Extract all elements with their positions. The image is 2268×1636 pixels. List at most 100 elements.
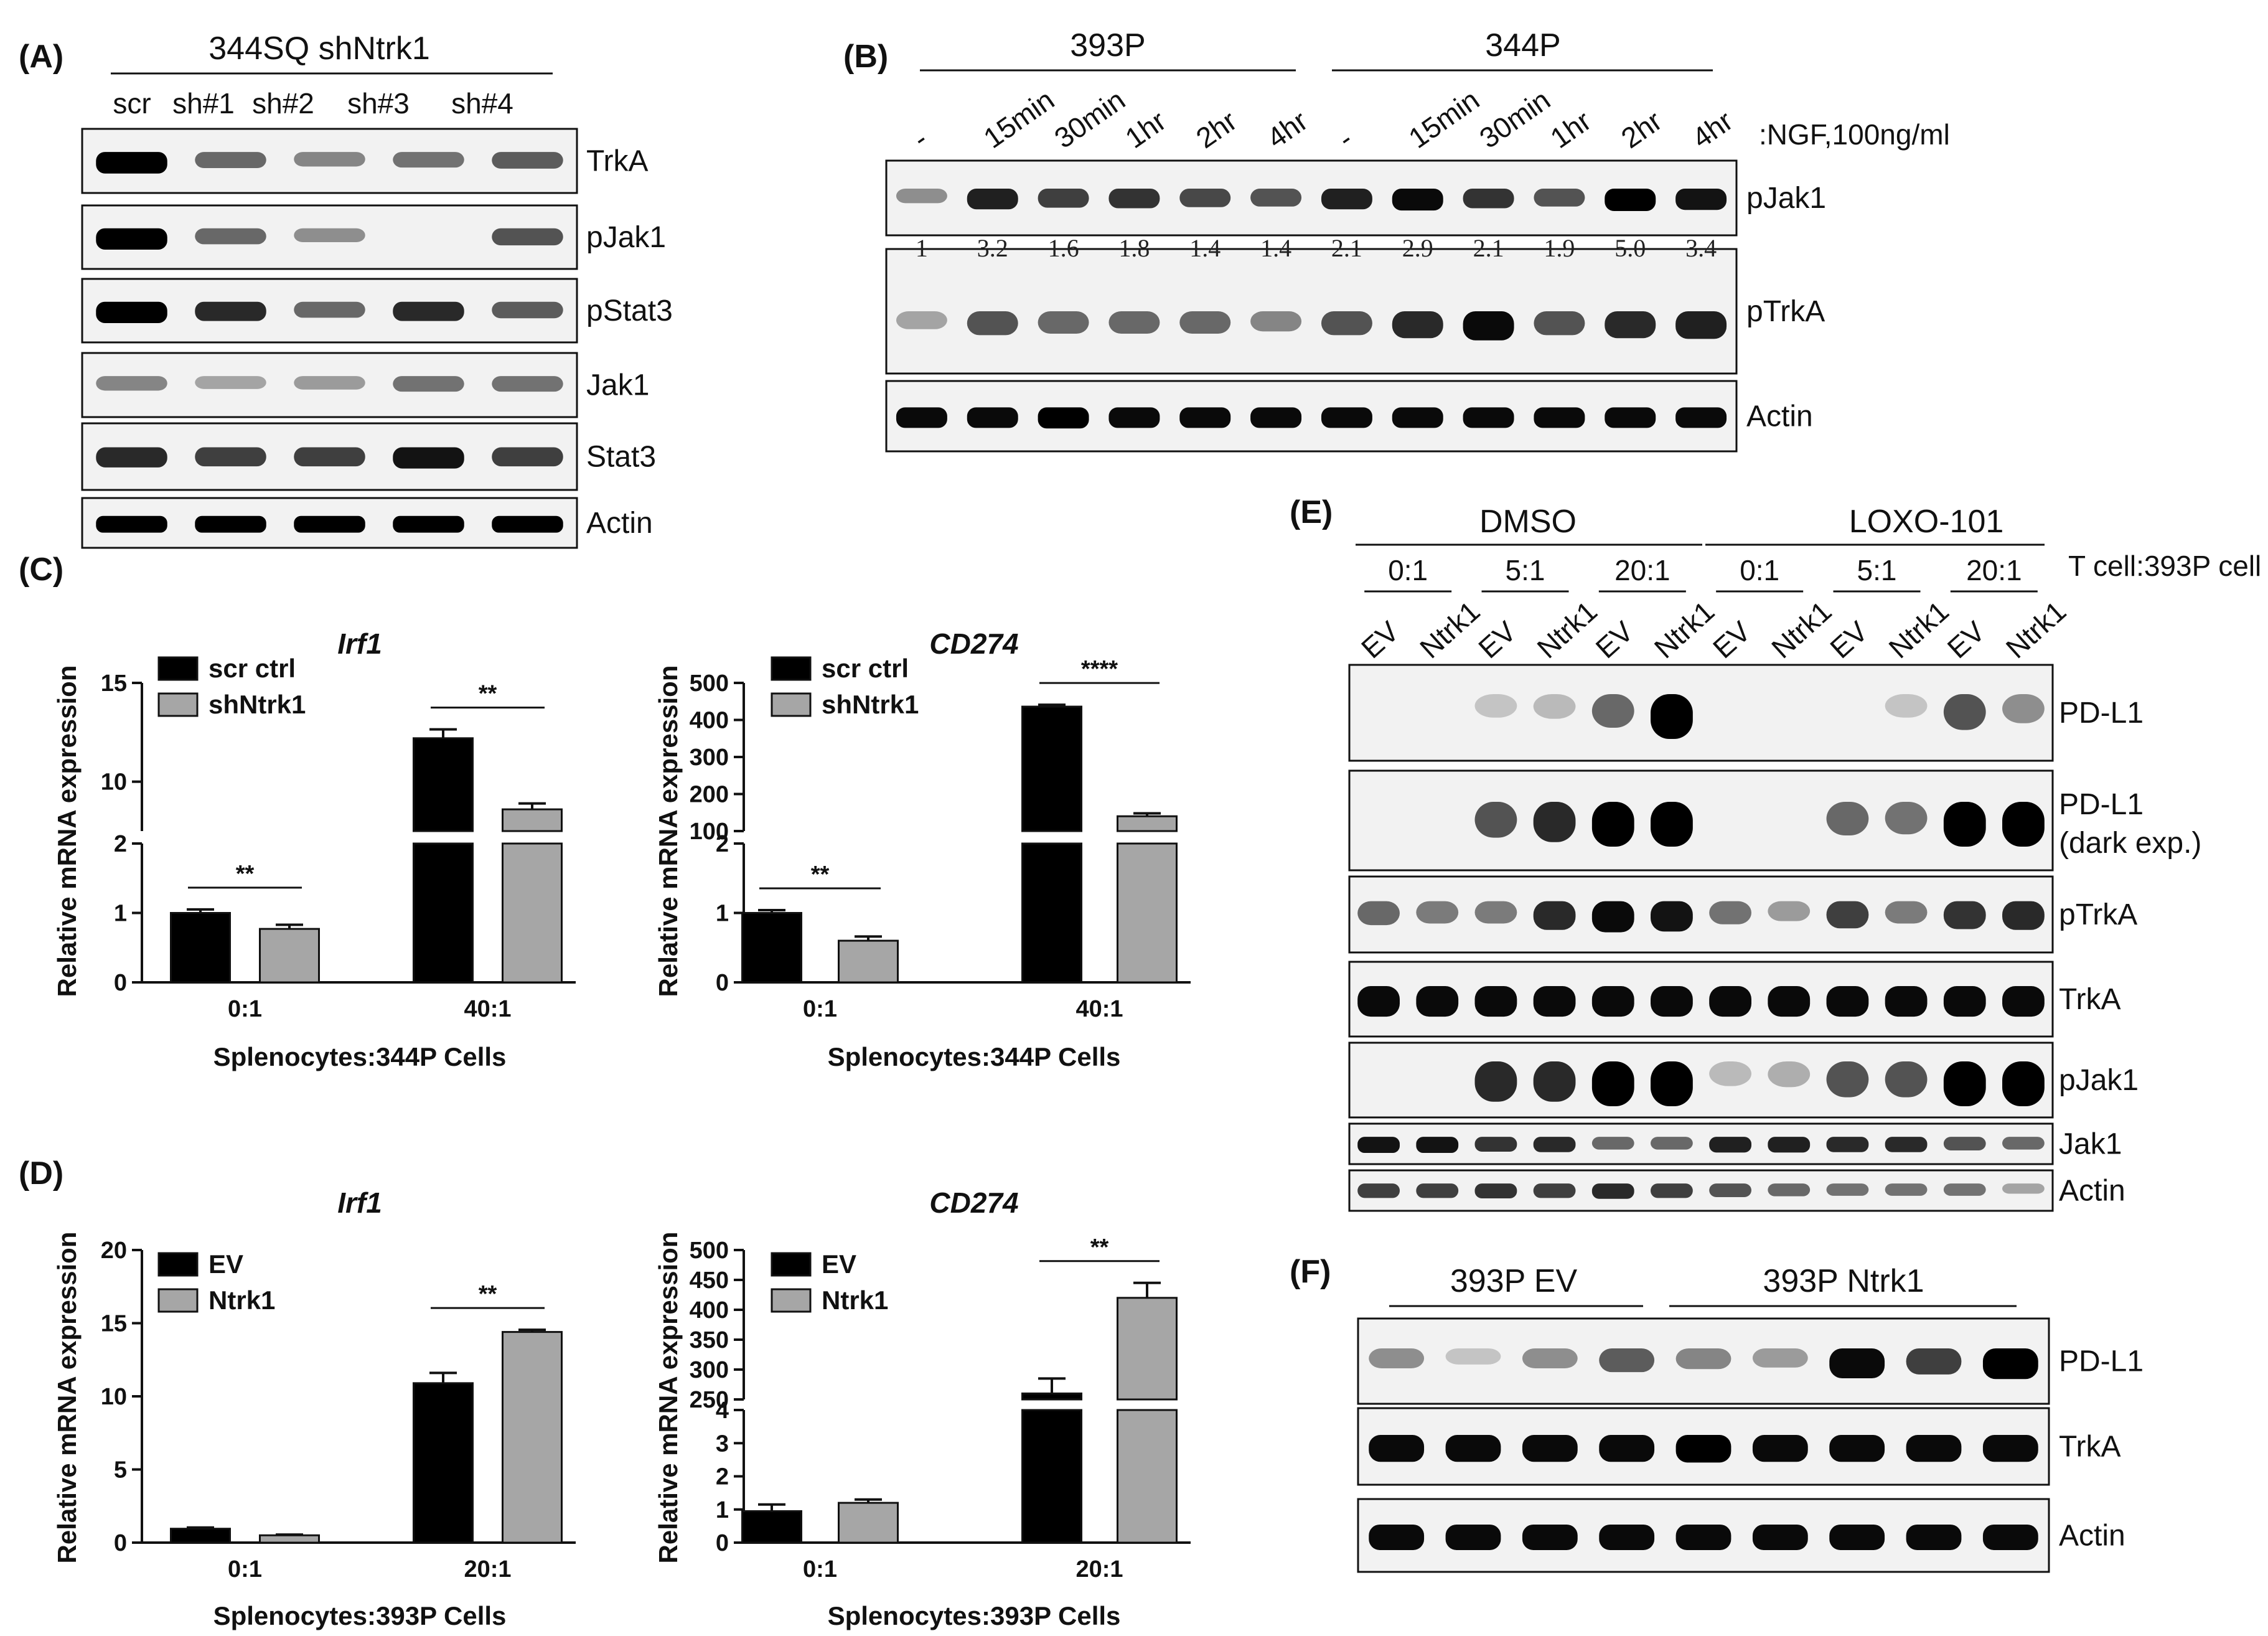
panel-f-group-ev: 393P EV [1450,1263,1578,1299]
panel-b-quant-value: 1.4 [1189,234,1221,262]
chart-c-cd274-tick-label: 2 [716,831,729,857]
panel-e-group-loxo: LOXO-101 [1849,504,2004,540]
chart-c-cd274-tick-label: 100 [690,819,729,845]
chart-d-irf1-significance-label: ** [479,1281,497,1307]
chart-d-cd274-bar-ev-upper [1021,1392,1082,1401]
panel-e-blot-trka-band [2002,986,2045,1017]
panel-b-quant-value: 2.1 [1331,234,1362,262]
panel-f-blot-trka-band [1982,1435,2038,1462]
chart-c-irf1-legend-swatch-scr-ctrl [157,656,199,681]
panel-e-ratio-caption: T cell:393P cell [2068,550,2261,582]
panel-a-blot-actin-band [492,515,563,533]
panel-a-blot-label-pstat3: pStat3 [586,294,673,327]
panel-b-blot-pjak1-band [1179,189,1231,207]
panel-b-blot-pjak1-band [1392,189,1443,211]
panel-e-blot-actin-band [1885,1183,1928,1196]
panel-e-blot-ptrka-band [1943,901,1986,929]
chart-d-irf1-category-label: 20:1 [464,1556,511,1582]
panel-e-blot-pjak1-band [1591,1061,1634,1106]
panel-b-blot-label-actin: Actin [1746,400,1813,433]
panel-e-blot-trka-band [1943,986,1986,1017]
panel-f: (F) 393P EV 393P Ntrk1 PD-L1 TrkA Actin [1290,1254,2144,1573]
chart-d-irf1: Irf1 Relative mRNA expression Splenocytes:… [52,1187,576,1630]
panel-e-blot-actin-band [1768,1183,1811,1196]
panel-a-blot-jak1-band [96,376,167,391]
panel-b-blot-label-pjak1: pJak1 [1746,182,1826,215]
panel-f-blot-actin-band [1906,1524,1962,1551]
chart-d-irf1-legend-label-ev: EV [209,1249,243,1279]
chart-c-irf1-title: Irf1 [337,628,382,660]
panel-e-blot-pd-l1-band [1474,694,1517,718]
panel-e-blot-ptrka-membrane [1348,875,2054,954]
panel-f-blot-pd-l1-band [1982,1348,2038,1380]
chart-c-cd274-bar-scr-ctrl [741,912,802,984]
panel-a-lane-sh-4: sh#4 [451,87,513,120]
panel-a-blot-trka-band [492,152,563,169]
panel-b-quant-value: 1 [916,234,928,262]
panel-e-blot-label-dark-exp: (dark exp.) [2059,827,2201,860]
chart-c-cd274-significance-label: **** [1081,656,1118,682]
panel-e-blot-pjak1-band [2002,1061,2045,1106]
panel-e-blot-pd-l1-dark-exp-band [1591,802,1634,847]
panel-a-blot-actin-band [393,515,464,533]
panel-b-blot-pjak1-band [1038,189,1089,208]
panel-e-blot-pd-l1-band [1651,694,1693,739]
panel-a-blot-trka-band [393,152,464,168]
panel-f-blot-trka-band [1906,1435,1962,1462]
panel-f-blot-pd-l1-band [1675,1348,1731,1370]
chart-d-irf1-tick-label: 0 [114,1530,127,1556]
panel-e-blot-ptrka-band [1651,901,1693,932]
panel-f-blots: PD-L1 TrkA Actin [1357,1317,2144,1573]
panel-e-blot-label-jak1: Jak1 [2059,1128,2122,1161]
panel-a-lane-scr: scr [113,87,151,120]
panel-b-blot-ptrka-band [967,311,1018,336]
chart-c-irf1-bar-scr-ctrl-upper [413,737,474,832]
chart-c-cd274-xlabel: Splenocytes:344P Cells [828,1042,1121,1071]
chart-d-cd274-legend-swatch-ev [771,1252,812,1277]
panel-a-blot-actin-band [195,515,266,533]
chart-c-irf1-tick-label: 1 [114,901,127,927]
chart-d-cd274-ylabel: Relative mRNA expression [654,1232,683,1564]
panel-f-group-ntrk1: 393P Ntrk1 [1763,1263,1924,1299]
panel-e-blot-pjak1-band [1651,1061,1693,1106]
panel-f-blot-trka-band [1752,1435,1808,1462]
panel-f-blot-trka-band [1369,1435,1425,1462]
chart-c-cd274-bar-shntrk1 [838,939,899,984]
chart-d-cd274-legend-swatch-ntrk1 [771,1288,812,1313]
chart-d-cd274-bar-ntrk1-upper [1117,1297,1178,1401]
panel-a-blot-jak1-band [294,376,365,390]
chart-d-cd274-bar-ev [741,1510,802,1544]
panel-e-ratio-labels: 0:1 5:1 20:1 0:1 5:1 20:1 [1364,554,2038,593]
panel-e: (E) DMSO LOXO-101 0:1 5:1 20:1 0:1 5:1 20:1 T… [1290,494,2261,1212]
panel-e-blot-pd-l1-band [1943,694,1986,730]
panel-e-blot-trka-band [1357,986,1400,1017]
panel-b-blot-actin-band [1250,407,1302,428]
panel-e-blots: PD-L1 PD-L1 (dark exp.) pTrkA TrkA pJak1 Jak1 A… [1348,664,2201,1212]
panel-a-blot-pstat3-band [195,301,266,321]
panel-b-blot-pjak1-band [1605,189,1656,211]
panel-d-label: (D) [19,1155,63,1192]
chart-c-irf1-tick-label: 15 [101,670,127,697]
panel-b-quant-value: 1.4 [1260,234,1291,262]
panel-b-blot-actin-band [1605,407,1656,428]
panel-f-blot-actin-band [1752,1524,1808,1551]
panel-b-blot-actin-band [1534,407,1585,428]
panel-b-blot-ptrka-band [1392,311,1443,339]
chart-c-irf1-tick-label: 0 [114,970,127,996]
chart-d-cd274-category-label: 20:1 [1075,1556,1123,1582]
panel-a-blot-label-pjak1: pJak1 [586,221,666,254]
chart-d-cd274-tick-label: 300 [690,1357,729,1383]
panel-e-blot-pd-l1-dark-exp-band [1826,802,1869,835]
panel-b-blot-actin-band [1321,407,1372,428]
panel-e-blot-pjak1-band [1826,1061,1869,1098]
panel-e-blot-pd-l1-band [2002,694,2045,723]
chart-c-irf1-significance-label: ** [236,861,255,887]
panel-a-lane-sh-3: sh#3 [347,87,410,120]
chart-c-cd274-ylabel: Relative mRNA expression [654,665,683,997]
chart-d-irf1-xlabel: Splenocytes:393P Cells [213,1601,507,1630]
panel-a-blot-trka-band [294,152,365,167]
chart-d-cd274-legend-label-ntrk1: Ntrk1 [822,1286,888,1315]
panel-f-blot-pd-l1-band [1522,1348,1578,1369]
chart-d-cd274-tick-label: 0 [716,1530,729,1556]
chart-c-irf1-tick-label: 2 [114,831,127,857]
